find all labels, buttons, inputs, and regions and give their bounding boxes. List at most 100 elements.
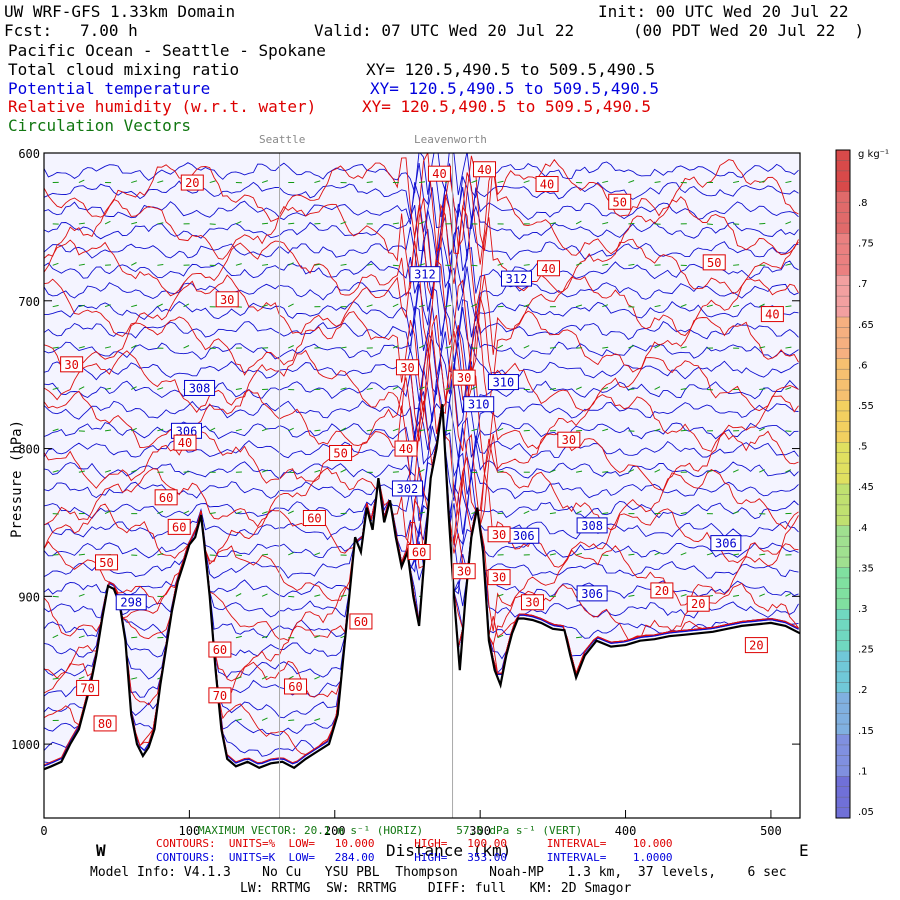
colorbar-label: .65 [858,320,874,331]
region-name: Pacific Ocean - Seattle - Spokane [8,41,326,60]
circulation-vector [654,552,661,556]
circulation-vector [418,344,425,349]
theta-contour-label-box [184,379,216,396]
colorbar-segment [836,525,850,568]
rh-contour-label-text: 30 [562,433,576,447]
colorbar-label: .75 [858,239,874,250]
theta-contour-label-text: 312 [414,268,436,282]
rh-contour-label: 60 [167,518,191,535]
circulation-vector [157,222,164,225]
circulation-vector [288,551,294,556]
rh-contour-label-box [76,679,100,696]
circulation-vector [104,510,111,515]
circulation-vector [471,180,478,184]
circulation-vector [732,511,739,515]
x-tick-label: 200 [324,824,346,838]
rh-contour-label-box [173,434,197,451]
east-label: E [799,841,809,860]
circulation-vector [157,303,163,308]
circulation-vector [261,717,268,721]
theta-contour-label: 308 [184,379,216,396]
circulation-vector [732,469,739,473]
forecast-label: Fcst: [4,21,53,40]
circulation-vector [785,469,792,473]
colorbar-label: .2 [858,685,868,696]
theta-contour-label: 302 [391,480,423,497]
circulation-vector [628,180,635,184]
circulation-vector [549,469,556,473]
circulation-vector [340,346,347,349]
circulation-vector [759,303,765,308]
rh-contour-label-text: 50 [99,556,113,570]
circulation-vector [418,468,425,473]
circulation-vector [418,263,426,266]
circulation-vector [680,388,687,390]
circulation-vector [706,552,713,556]
circulation-vector [314,552,321,556]
rh-contour-label-box [208,641,232,658]
circulation-vector [602,471,609,473]
circulation-vector [288,262,294,266]
theta-contour-line [44,182,799,247]
circulation-vector [262,553,269,556]
rh-contour-label-text: 30 [64,358,78,372]
colorbar-label: .5 [858,442,868,453]
rh-contour-label: 30 [487,569,511,586]
rh-contour-label-box [427,165,451,182]
theta-contour-line [44,240,799,299]
rh-contour-label-text: 40 [765,308,779,322]
rh-contour-label: 70 [76,679,100,696]
rh-contour-label-text: 40 [399,442,413,456]
theta-contour-label-box [710,535,742,552]
theta-contour-line [44,305,799,363]
rh-contour-label-box [349,613,373,630]
rh-contour-label: 20 [650,582,674,599]
circulation-vector [183,471,190,473]
circulation-vector [78,222,85,225]
circulation-vector [497,180,504,184]
circulation-vector [131,677,138,680]
circulation-vector [680,512,687,515]
colorbar-label: .3 [858,604,868,615]
rh-contour-label-text: 20 [655,584,669,598]
terrain-fill [44,404,800,818]
circulation-vector [497,263,504,266]
circulation-vector [209,180,216,184]
theta-contour-label-text: 306 [715,537,737,551]
circulation-vector [471,428,478,432]
circulation-vector [575,262,582,266]
theta-contour-line [44,409,799,537]
circulation-vector [575,510,582,515]
circulation-vector [759,593,766,597]
colorbar-label: .6 [858,360,868,371]
rh-contour-label: 40 [427,165,451,182]
circulation-vector [523,264,530,266]
circulation-vector [576,470,583,473]
theta-contour-label: 310 [487,374,519,391]
rh-contour-label: 30 [520,594,544,611]
circulation-vector [392,222,399,225]
rh-contour-label: 60 [208,641,232,658]
circulation-vector [314,180,321,184]
rh-contour-label-box [93,715,117,732]
circulation-vector [314,594,321,597]
rh-contour-label-box [760,306,784,323]
circulation-vector [785,593,792,597]
theta-contour-label-box [501,270,532,287]
rh-contour-label-box [215,291,239,308]
circulation-vector [785,263,792,266]
circulation-vector [78,676,85,680]
y-tick-label: 1000 [11,738,40,752]
colorbar-segment [836,734,850,777]
circulation-vector [575,220,582,225]
circulation-vector [628,388,635,390]
circulation-vector [523,510,530,515]
circulation-vector [340,469,347,473]
circulation-vector [288,345,294,349]
circulation-vector [183,510,190,515]
rh-contour-line [44,309,799,442]
theta-contour-label-text: 312 [506,272,528,286]
rh-contour-label-box [452,563,476,580]
rh-contour-line [44,203,799,311]
circulation-vector [628,594,635,597]
